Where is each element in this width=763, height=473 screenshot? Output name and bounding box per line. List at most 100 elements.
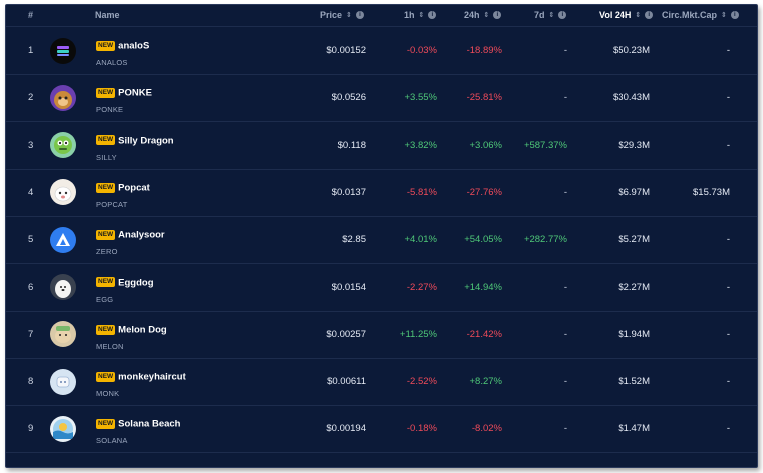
table-row[interactable]: 2 NEW PONKE PONKE $0.0526 +3.55% -25.81% … (6, 74, 757, 123)
new-badge: NEW (96, 324, 116, 335)
token-name[interactable]: monkeyhaircut (118, 371, 186, 383)
info-icon[interactable]: i (355, 11, 364, 19)
change-24h: +14.94% (464, 281, 502, 293)
change-7d: - (563, 186, 567, 198)
col-name-label: Name (95, 10, 120, 20)
table-row[interactable]: 8 NEW monkeyhaircut MONK $0.00611 -2.52% … (6, 358, 757, 407)
token-name-cell[interactable]: NEW Melon Dog MELON (96, 321, 167, 351)
new-badge: NEW (96, 182, 116, 193)
row-rank: 4 (28, 186, 34, 198)
token-name-cell[interactable]: NEW Solana Beach SOLANA (96, 415, 180, 445)
change-1h: +3.82% (404, 139, 438, 151)
info-icon[interactable]: i (645, 11, 654, 19)
vol-24h-value: $1.52M (618, 376, 650, 388)
change-1h: +11.25% (399, 328, 437, 340)
vol-24h-value: $6.97M (618, 186, 650, 198)
vol-24h-value: $30.43M (613, 92, 650, 104)
token-name-cell[interactable]: NEW Eggdog EGG (96, 274, 154, 304)
change-1h: -2.52% (406, 376, 437, 388)
col-name[interactable]: Name (95, 10, 120, 20)
col-1h[interactable]: 1h ⇕ i (404, 10, 437, 20)
vol-24h-value: $29.3M (618, 139, 650, 151)
table-row[interactable]: 5 NEW Analysoor ZERO $2.85 +4.01% +54.05%… (6, 216, 757, 265)
new-badge: NEW (96, 277, 116, 288)
change-1h: +4.01% (404, 234, 438, 246)
token-symbol: PONKE (96, 105, 124, 115)
token-name[interactable]: Melon Dog (118, 324, 167, 336)
col-7d[interactable]: 7d ⇕ i (534, 10, 567, 20)
table-row[interactable]: 1 NEW analoS ANALOS $0.00152 -0.03% -18.8… (6, 27, 757, 75)
token-symbol: SOLANA (96, 436, 128, 446)
eggdog-logo-icon (50, 264, 78, 311)
new-badge: NEW (96, 419, 116, 430)
table-row[interactable]: 3 NEW Silly Dragon SILLY $0.118 +3.82% +3… (6, 122, 757, 170)
sort-icon[interactable]: ⇕ (346, 12, 352, 19)
monkeyhaircut-logo-icon (50, 358, 78, 405)
token-name[interactable]: Silly Dragon (118, 134, 174, 146)
change-24h: -25.81% (466, 92, 502, 104)
token-name[interactable]: analoS (118, 40, 150, 52)
token-name-cell[interactable]: NEW PONKE PONKE (96, 84, 152, 114)
sort-icon[interactable]: ⇕ (721, 12, 727, 19)
token-name[interactable]: Eggdog (118, 276, 154, 288)
change-7d: - (563, 423, 567, 435)
col-price[interactable]: Price ⇕ i (320, 10, 364, 20)
price-value: $0.00257 (326, 328, 366, 340)
change-7d: - (563, 281, 567, 293)
token-name[interactable]: Solana Beach (118, 418, 181, 430)
analysoor-logo-icon (50, 216, 78, 263)
token-name-cell[interactable]: NEW Popcat POPCAT (96, 179, 150, 209)
token-name[interactable]: Analysoor (118, 229, 165, 241)
token-symbol: MELON (96, 341, 124, 351)
circ-mkt-cap-value: - (726, 423, 730, 435)
info-icon[interactable]: i (558, 11, 567, 19)
info-icon[interactable]: i (428, 11, 437, 19)
row-rank: 2 (28, 92, 34, 104)
table-row[interactable]: 9 NEW Solana Beach SOLANA $0.00194 -0.18%… (6, 405, 757, 454)
col-vol24h-label: Vol 24H (599, 10, 632, 20)
row-rank: 8 (28, 376, 34, 388)
token-name-cell[interactable]: NEW monkeyhaircut MONK (96, 368, 186, 398)
price-value: $0.00194 (326, 423, 366, 435)
price-value: $0.0137 (331, 186, 366, 198)
col-circ-mkt-cap[interactable]: Circ.Mkt.Cap ⇕ i (662, 10, 739, 20)
row-rank: 5 (28, 234, 34, 246)
info-icon[interactable]: i (730, 11, 739, 19)
token-symbol: ZERO (96, 247, 118, 257)
popcat-logo-icon (50, 169, 78, 216)
table-row[interactable]: 4 NEW Popcat POPCAT $0.0137 -5.81% -27.76… (6, 169, 757, 217)
vol-24h-value: $50.23M (613, 45, 650, 56)
row-rank: 6 (28, 281, 34, 293)
change-7d: - (563, 92, 567, 104)
sort-icon[interactable]: ⇕ (418, 12, 425, 19)
token-name-cell[interactable]: NEW Silly Dragon SILLY (96, 132, 174, 162)
col-circ-mkt-cap-label: Circ.Mkt.Cap (662, 10, 718, 20)
info-icon[interactable]: i (493, 11, 502, 19)
price-value: $0.118 (337, 139, 366, 151)
token-name-cell[interactable]: NEW Analysoor ZERO (96, 226, 165, 256)
token-name-cell[interactable]: NEW analoS ANALOS (96, 37, 149, 67)
new-badge: NEW (96, 371, 116, 382)
change-24h: +8.27% (469, 376, 503, 388)
token-symbol: ANALOS (96, 58, 128, 67)
token-name[interactable]: Popcat (118, 182, 150, 194)
table-row[interactable]: 7 NEW Melon Dog MELON $0.00257 +11.25% -2… (6, 311, 757, 359)
melon-dog-logo-icon (50, 311, 78, 358)
change-24h: +54.05% (464, 234, 502, 246)
change-1h: -0.03% (406, 45, 437, 56)
table-row[interactable]: 6 NEW Eggdog EGG $0.0154 -2.27% +14.94% -… (6, 264, 757, 312)
change-1h: +3.55% (404, 92, 438, 104)
change-7d: - (563, 45, 567, 56)
col-24h[interactable]: 24h ⇕ i (464, 10, 502, 20)
price-value: $2.85 (342, 234, 366, 246)
sort-icon[interactable]: ⇕ (635, 12, 642, 19)
change-24h: -21.42% (466, 328, 502, 340)
circ-mkt-cap-value: - (726, 45, 730, 56)
token-symbol: EGG (96, 294, 114, 304)
sort-icon[interactable]: ⇕ (483, 12, 490, 19)
price-value: $0.0154 (331, 281, 366, 293)
sort-icon[interactable]: ⇕ (548, 12, 555, 19)
col-vol24h[interactable]: Vol 24H ⇕ i (599, 10, 654, 20)
token-name[interactable]: PONKE (118, 87, 152, 99)
change-7d: +282.77% (523, 234, 567, 246)
